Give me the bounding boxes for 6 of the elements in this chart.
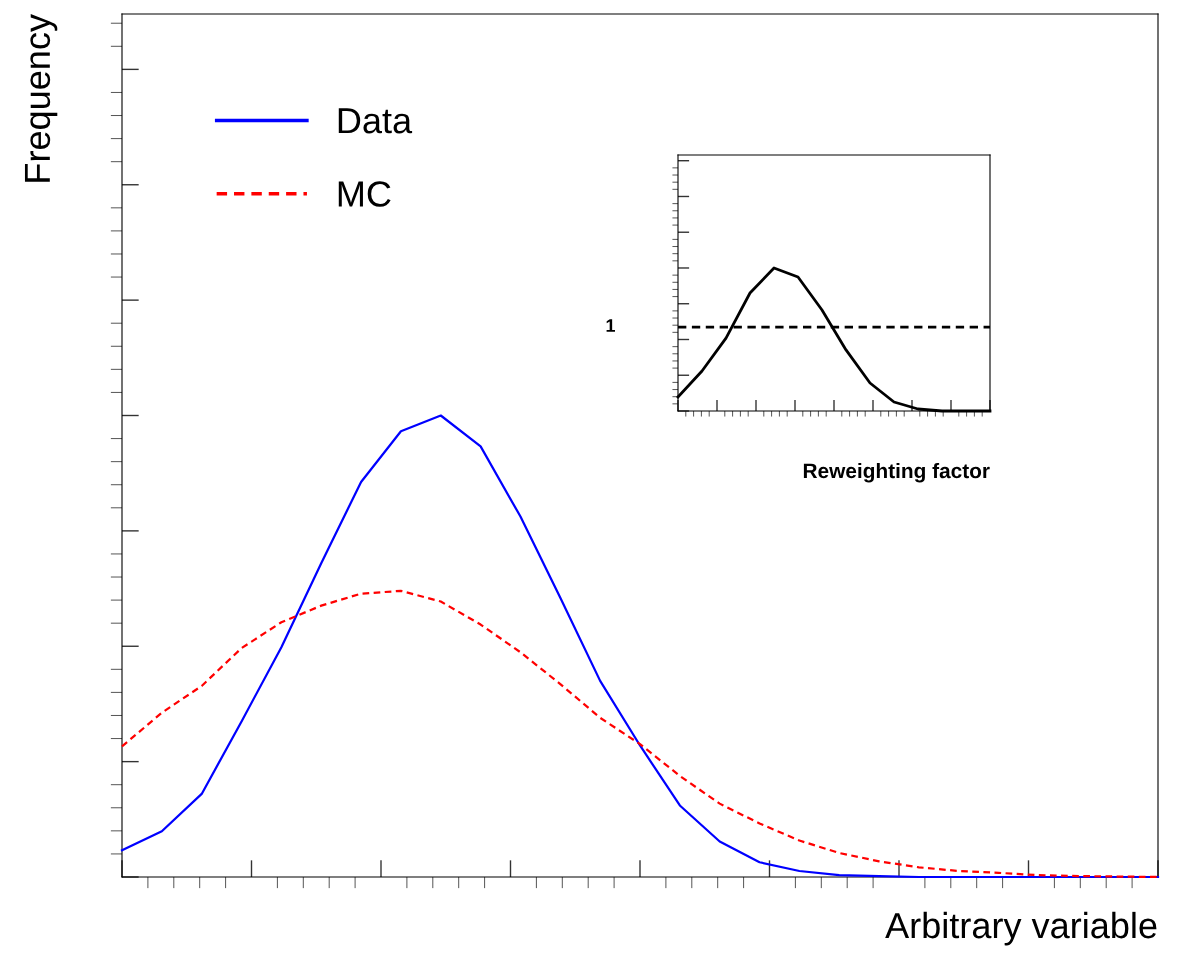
legend-label: Data bbox=[338, 108, 413, 134]
ref-line-label: 1 bbox=[606, 319, 615, 332]
legend-label: MC bbox=[338, 181, 391, 207]
x-axis-title: Reweighting factor bbox=[803, 462, 990, 483]
x-axis-title: Arbitrary variable bbox=[885, 911, 1157, 946]
y-axis-title: Frequency bbox=[24, 14, 58, 182]
